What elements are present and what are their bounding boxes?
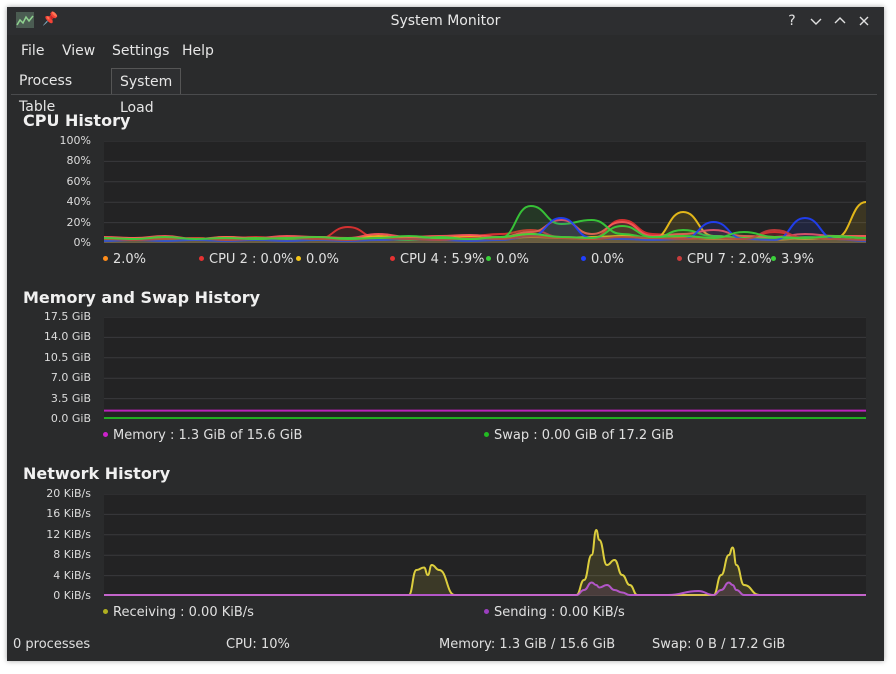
network-history-plot	[104, 494, 866, 596]
legend-label: 2.0%	[113, 252, 147, 267]
legend-color-dot	[390, 256, 395, 261]
legend-color-dot	[771, 256, 776, 261]
network-history-chart	[104, 494, 866, 596]
status-memory: Memory: 1.3 GiB / 15.6 GiB	[439, 637, 616, 652]
cpu-history-chart	[104, 141, 866, 243]
memory-y-tick-label: 7.0 GiB	[50, 371, 91, 385]
legend-color-dot	[103, 432, 108, 437]
legend-label: CPU 2 : 0.0%	[209, 252, 294, 267]
legend-color-dot	[677, 256, 682, 261]
network-y-tick-label: 12 KiB/s	[46, 527, 91, 541]
series-line-7	[104, 224, 866, 241]
legend-color-dot	[484, 609, 489, 614]
legend-color-dot	[486, 256, 491, 261]
maximize-button[interactable]	[830, 11, 850, 31]
network-history-title: Network History	[23, 464, 171, 483]
legend-item: CPU 4 : 5.9%	[390, 252, 485, 267]
legend-item: Memory : 1.3 GiB of 15.6 GiB	[103, 428, 302, 443]
series-line-sending	[104, 581, 866, 596]
legend-item: Sending : 0.00 KiB/s	[484, 605, 625, 620]
minimize-button[interactable]	[806, 11, 826, 31]
cpu-y-tick-label: 20%	[66, 215, 91, 229]
legend-color-dot	[581, 256, 586, 261]
network-y-tick-label: 16 KiB/s	[46, 507, 91, 521]
legend-item: Receiving : 0.00 KiB/s	[103, 605, 254, 620]
legend-item: 2.0%	[103, 252, 146, 267]
memory-y-tick-label: 10.5 GiB	[43, 350, 91, 364]
cpu-y-tick-label: 60%	[66, 174, 91, 188]
network-y-tick-label: 0 KiB/s	[53, 589, 91, 602]
memory-history-title: Memory and Swap History	[23, 288, 261, 307]
menu-help[interactable]: Help	[182, 43, 214, 59]
cpu-y-tick-label: 0%	[73, 236, 91, 249]
series-line-receiving	[104, 528, 866, 596]
legend-item: 0.0%	[486, 252, 529, 267]
cpu-y-tick-label: 100%	[59, 134, 91, 147]
cpu-y-tick-label: 80%	[66, 154, 91, 168]
cpu-y-tick-label: 40%	[66, 195, 91, 209]
chevron-down-icon	[810, 18, 822, 25]
legend-label: 3.9%	[781, 252, 815, 267]
memory-y-tick-label: 0.0 GiB	[50, 412, 91, 425]
legend-item: CPU 2 : 0.0%	[199, 252, 294, 267]
memory-y-tick-label: 17.5 GiB	[43, 310, 91, 323]
legend-color-dot	[296, 256, 301, 261]
memory-y-tick-label: 3.5 GiB	[50, 391, 91, 405]
menu-settings[interactable]: Settings	[112, 43, 170, 59]
legend-label: CPU 4 : 5.9%	[400, 252, 485, 267]
legend-item: Swap : 0.00 GiB of 17.2 GiB	[484, 428, 674, 443]
help-button[interactable]: ?	[788, 13, 796, 29]
cpu-history-title: CPU History	[23, 111, 131, 130]
close-button[interactable]	[854, 11, 874, 31]
network-y-tick-label: 4 KiB/s	[53, 568, 91, 582]
legend-item: 3.9%	[771, 252, 814, 267]
legend-label: CPU 7 : 2.0%	[687, 252, 772, 267]
network-y-tick-label: 20 KiB/s	[46, 487, 91, 500]
menu-file[interactable]: File	[21, 43, 45, 59]
legend-item: 0.0%	[296, 252, 339, 267]
legend-label: Swap : 0.00 GiB of 17.2 GiB	[494, 428, 674, 443]
legend-color-dot	[103, 256, 108, 261]
app-chart-icon	[16, 12, 34, 28]
pin-icon[interactable]: 📌	[42, 12, 59, 27]
legend-color-dot	[484, 432, 489, 437]
legend-label: 0.0%	[306, 252, 340, 267]
memory-history-chart	[104, 317, 866, 419]
memory-y-tick-label: 14.0 GiB	[43, 330, 91, 344]
window-title: System Monitor	[390, 13, 501, 29]
menu-view[interactable]: View	[62, 43, 96, 59]
series-area	[104, 206, 866, 243]
cpu-history-plot	[104, 141, 866, 243]
system-monitor-window: 📌 System Monitor ? File View Settings He…	[7, 7, 884, 661]
series-area	[104, 530, 866, 596]
close-icon	[859, 16, 869, 26]
status-swap: Swap: 0 B / 17.2 GiB	[652, 637, 786, 652]
legend-item: CPU 7 : 2.0%	[677, 252, 772, 267]
status-processes: 0 processes	[13, 637, 91, 652]
title-bar[interactable]: 📌 System Monitor ?	[7, 7, 884, 35]
status-cpu: CPU: 10%	[226, 637, 290, 652]
legend-label: 0.0%	[496, 252, 530, 267]
legend-item: 0.0%	[581, 252, 624, 267]
chevron-up-icon	[834, 17, 846, 24]
memory-history-plot	[104, 317, 866, 419]
tab-system-load[interactable]: System Load	[111, 68, 182, 116]
legend-label: Receiving : 0.00 KiB/s	[113, 605, 254, 620]
series-area	[104, 202, 866, 243]
legend-color-dot	[103, 609, 108, 614]
network-y-tick-label: 8 KiB/s	[53, 548, 91, 562]
legend-color-dot	[199, 256, 204, 261]
legend-label: Sending : 0.00 KiB/s	[494, 605, 625, 620]
legend-label: 0.0%	[591, 252, 625, 267]
legend-label: Memory : 1.3 GiB of 15.6 GiB	[113, 428, 303, 443]
tab-divider	[11, 94, 877, 95]
tab-process-table[interactable]: Process Table	[19, 73, 73, 115]
